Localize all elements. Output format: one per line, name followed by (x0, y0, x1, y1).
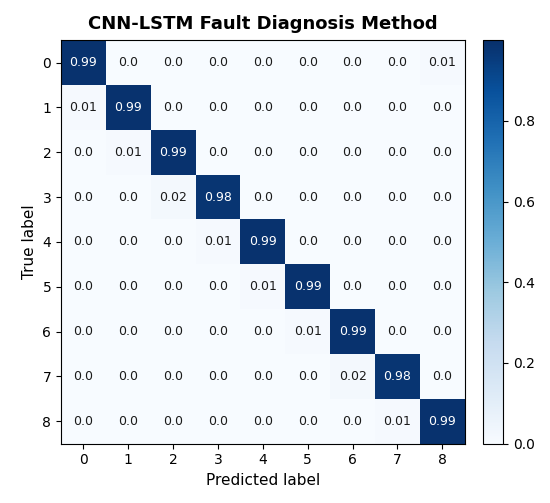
Text: 0.0: 0.0 (163, 235, 183, 248)
Text: 0.0: 0.0 (253, 415, 273, 428)
Text: 0.0: 0.0 (208, 146, 228, 159)
Text: 0.0: 0.0 (118, 325, 139, 338)
Text: 0.0: 0.0 (208, 415, 228, 428)
Text: 0.98: 0.98 (204, 191, 232, 204)
Text: 0.02: 0.02 (339, 370, 366, 383)
Text: 0.0: 0.0 (163, 56, 183, 69)
Text: 0.0: 0.0 (432, 101, 452, 114)
Title: CNN-LSTM Fault Diagnosis Method: CNN-LSTM Fault Diagnosis Method (88, 15, 438, 33)
Text: 0.0: 0.0 (208, 280, 228, 293)
Text: 0.0: 0.0 (163, 325, 183, 338)
Text: 0.0: 0.0 (432, 325, 452, 338)
Text: 0.01: 0.01 (204, 235, 232, 248)
Text: 0.0: 0.0 (118, 415, 139, 428)
Text: 0.0: 0.0 (298, 415, 318, 428)
Text: 0.0: 0.0 (208, 101, 228, 114)
Text: 0.0: 0.0 (208, 56, 228, 69)
Text: 0.99: 0.99 (160, 146, 187, 159)
Text: 0.0: 0.0 (343, 235, 362, 248)
Text: 0.0: 0.0 (432, 370, 452, 383)
Text: 0.0: 0.0 (118, 191, 139, 204)
Text: 0.0: 0.0 (74, 280, 94, 293)
Text: 0.0: 0.0 (432, 191, 452, 204)
Text: 0.0: 0.0 (298, 101, 318, 114)
Text: 0.0: 0.0 (253, 325, 273, 338)
Text: 0.0: 0.0 (387, 325, 408, 338)
Text: 0.0: 0.0 (432, 146, 452, 159)
Text: 0.0: 0.0 (253, 56, 273, 69)
Text: 0.0: 0.0 (387, 101, 408, 114)
Text: 0.0: 0.0 (298, 370, 318, 383)
Text: 0.0: 0.0 (74, 191, 94, 204)
Text: 0.0: 0.0 (253, 370, 273, 383)
Text: 0.01: 0.01 (428, 56, 456, 69)
Text: 0.99: 0.99 (70, 56, 97, 69)
Text: 0.0: 0.0 (343, 56, 362, 69)
Text: 0.0: 0.0 (74, 325, 94, 338)
Text: 0.0: 0.0 (118, 280, 139, 293)
Text: 0.0: 0.0 (118, 370, 139, 383)
Text: 0.0: 0.0 (163, 415, 183, 428)
Text: 0.0: 0.0 (343, 415, 362, 428)
Text: 0.99: 0.99 (428, 415, 456, 428)
Text: 0.0: 0.0 (74, 235, 94, 248)
Text: 0.0: 0.0 (387, 191, 408, 204)
Text: 0.02: 0.02 (160, 191, 187, 204)
Text: 0.01: 0.01 (114, 146, 142, 159)
X-axis label: Predicted label: Predicted label (206, 473, 320, 488)
Y-axis label: True label: True label (22, 205, 37, 279)
Text: 0.0: 0.0 (253, 146, 273, 159)
Text: 0.0: 0.0 (387, 280, 408, 293)
Text: 0.0: 0.0 (432, 235, 452, 248)
Text: 0.0: 0.0 (163, 101, 183, 114)
Text: 0.0: 0.0 (432, 280, 452, 293)
Text: 0.0: 0.0 (208, 325, 228, 338)
Text: 0.0: 0.0 (208, 370, 228, 383)
Text: 0.01: 0.01 (294, 325, 322, 338)
Text: 0.0: 0.0 (118, 56, 139, 69)
Text: 0.0: 0.0 (118, 235, 139, 248)
Text: 0.0: 0.0 (298, 146, 318, 159)
Text: 0.0: 0.0 (343, 280, 362, 293)
Text: 0.01: 0.01 (69, 101, 97, 114)
Text: 0.0: 0.0 (74, 370, 94, 383)
Text: 0.0: 0.0 (343, 101, 362, 114)
Text: 0.0: 0.0 (298, 235, 318, 248)
Text: 0.0: 0.0 (163, 370, 183, 383)
Text: 0.0: 0.0 (253, 101, 273, 114)
Text: 0.0: 0.0 (74, 146, 94, 159)
Text: 0.01: 0.01 (249, 280, 277, 293)
Text: 0.0: 0.0 (253, 191, 273, 204)
Text: 0.98: 0.98 (383, 370, 411, 383)
Text: 0.99: 0.99 (114, 101, 142, 114)
Text: 0.99: 0.99 (339, 325, 366, 338)
Text: 0.0: 0.0 (298, 56, 318, 69)
Text: 0.99: 0.99 (249, 235, 277, 248)
Text: 0.0: 0.0 (387, 56, 408, 69)
Text: 0.01: 0.01 (383, 415, 411, 428)
Text: 0.0: 0.0 (74, 415, 94, 428)
Text: 0.0: 0.0 (387, 235, 408, 248)
Text: 0.0: 0.0 (387, 146, 408, 159)
Text: 0.99: 0.99 (294, 280, 322, 293)
Text: 0.0: 0.0 (298, 191, 318, 204)
Text: 0.0: 0.0 (343, 146, 362, 159)
Text: 0.0: 0.0 (343, 191, 362, 204)
Text: 0.0: 0.0 (163, 280, 183, 293)
